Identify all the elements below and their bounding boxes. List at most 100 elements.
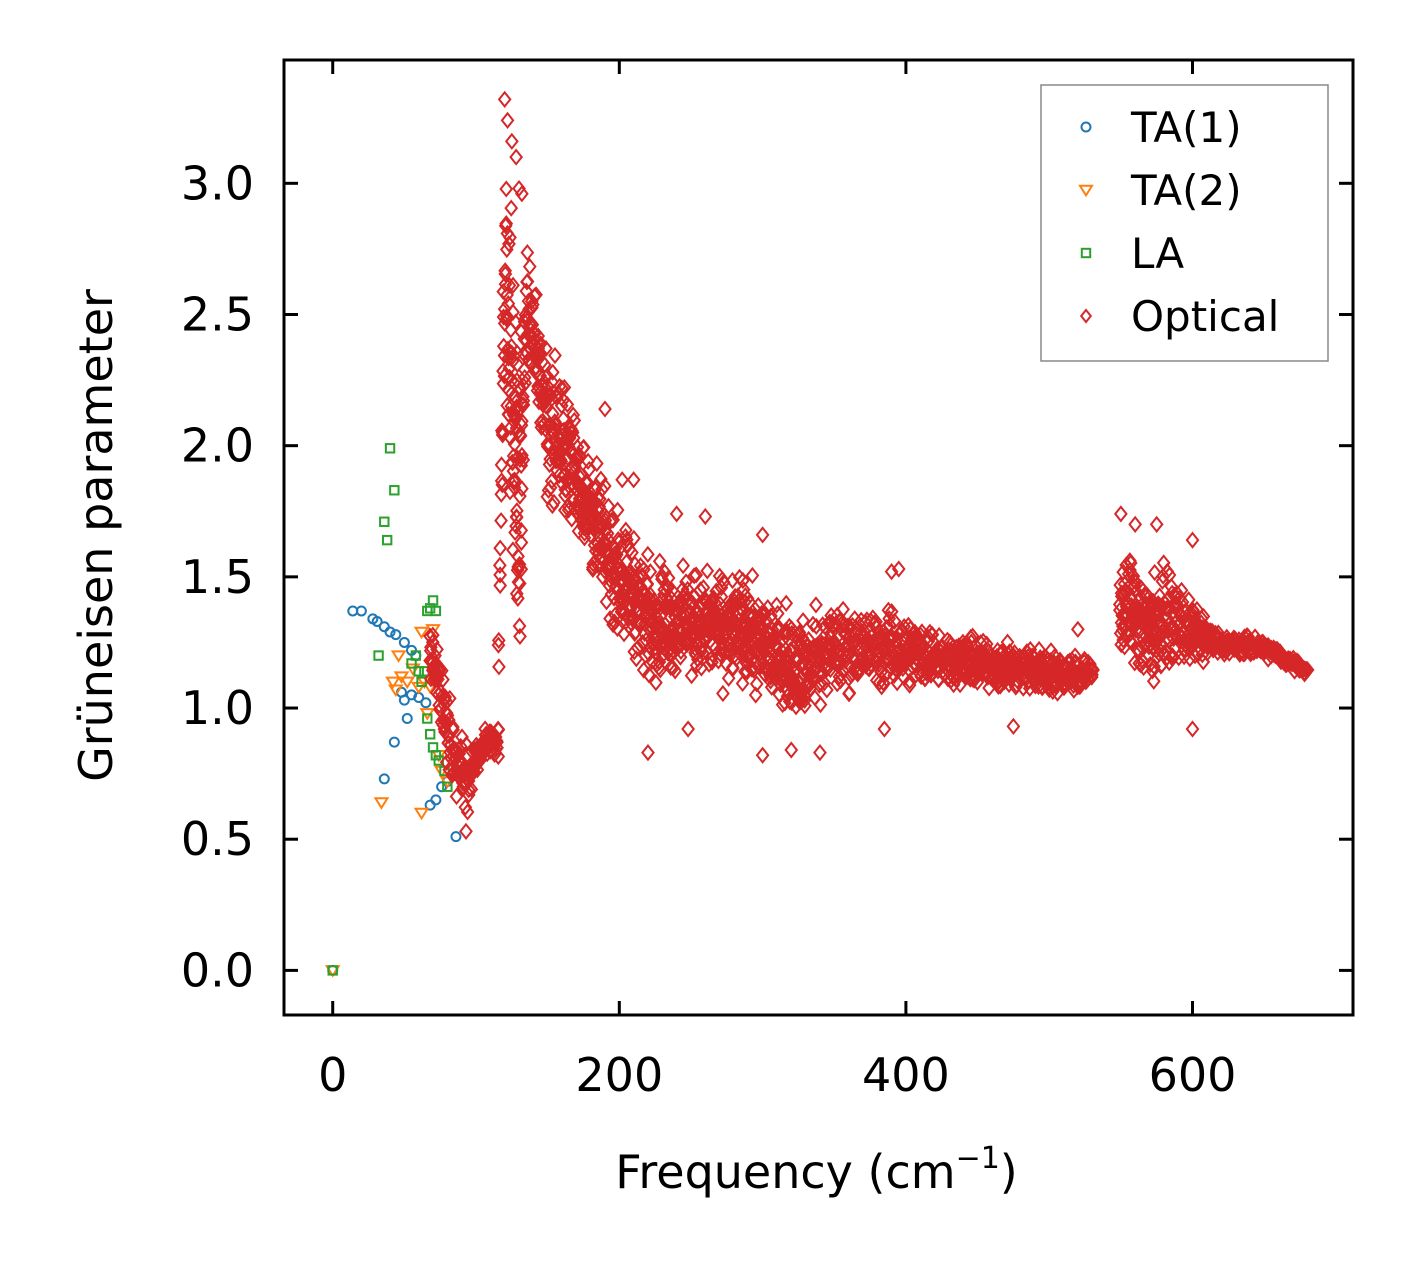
x-tick-label: 400 [862,1048,950,1102]
optical-point [520,272,535,291]
legend-label-ta-1-: TA(1) [1130,103,1242,152]
optical-point [745,566,760,585]
optical-point [661,569,676,587]
optical-point [714,588,729,606]
optical-point [649,674,663,692]
optical-point [641,666,656,684]
optical-point [652,653,667,671]
optical-point [681,720,695,738]
y-tick-label: 1.5 [181,550,254,604]
optical-point [1149,515,1164,533]
optical-point [1147,563,1162,582]
y-tick-label: 0.5 [181,812,254,866]
optical-point [491,747,506,766]
optical-point [842,684,857,702]
x-tick-label: 200 [575,1048,663,1102]
optical-point [925,664,939,683]
optical-point [518,374,533,392]
legend-marker-optical [1079,308,1093,324]
optical-point [665,581,680,600]
la-point [427,595,439,606]
optical-point [514,480,529,498]
la-point [430,605,442,617]
optical-point [809,617,824,636]
ta-2--point [410,681,427,695]
optical-point [881,601,896,619]
ta-1--point [388,736,400,748]
la-point [381,534,393,546]
optical-point [1300,661,1315,679]
legend: TA(1) TA(2) LA Optical [1040,84,1329,362]
optical-point [515,412,529,430]
optical-point [1128,515,1143,533]
optical-point [850,665,865,683]
plot-points [324,90,1315,978]
optical-point [531,327,546,345]
optical-point [836,600,850,618]
optical-point [914,667,929,686]
optical-point [503,228,517,247]
optical-point [507,435,522,453]
optical-point [677,605,692,623]
optical-point [512,555,527,574]
optical-point [516,387,530,406]
ta-2--point [385,676,401,690]
optical-point [442,689,457,708]
optical-point [1185,531,1200,549]
optical-point [507,471,522,489]
optical-point [1006,717,1021,736]
optical-point [509,502,524,520]
axis-ticks [284,60,1353,1015]
ta-1--point [420,697,432,709]
optical-point [494,512,508,530]
la-point [373,650,384,661]
optical-point [494,472,509,490]
legend-marker-la [1080,247,1092,259]
optical-point [735,674,750,693]
optical-point [640,545,655,563]
optical-point [630,639,645,657]
optical-point [577,529,592,547]
optical-point [497,90,512,108]
optical-point [595,480,609,499]
optical-point [511,547,525,565]
ta-2--point [405,663,421,676]
optical-point [921,632,936,650]
optical-point [749,675,764,693]
optical-point [902,672,917,690]
optical-point [806,615,820,633]
optical-point [610,501,625,519]
optical-point [891,560,906,578]
optical-point [494,456,509,474]
la-point [379,516,390,527]
optical-point [502,276,517,295]
optical-point [520,243,535,262]
optical-point [605,564,620,582]
optical-point [597,477,612,495]
optical-point [504,199,519,217]
optical-point [723,598,738,616]
optical-point [679,573,693,591]
legend-label-la: LA [1131,229,1184,278]
optical-point [510,355,525,374]
la-point [442,781,453,792]
optical-point [498,265,513,283]
optical-point [610,619,625,638]
optical-point [736,571,750,590]
optical-point [1185,720,1200,738]
optical-point [491,631,506,650]
ta-1--point [355,605,367,617]
y-tick-label: 2.5 [181,287,254,341]
optical-point [576,438,591,456]
optical-point [593,470,608,488]
x-axis-title-superscript: −1 [956,1141,1000,1176]
optical-point [514,533,529,552]
optical-point [509,148,524,166]
optical-point [461,781,476,799]
optical-point [696,644,710,662]
x-axis-title: Frequency (cm−1) [615,1141,1018,1199]
optical-point [813,744,827,762]
optical-point [514,185,529,203]
optical-point [1085,660,1100,678]
